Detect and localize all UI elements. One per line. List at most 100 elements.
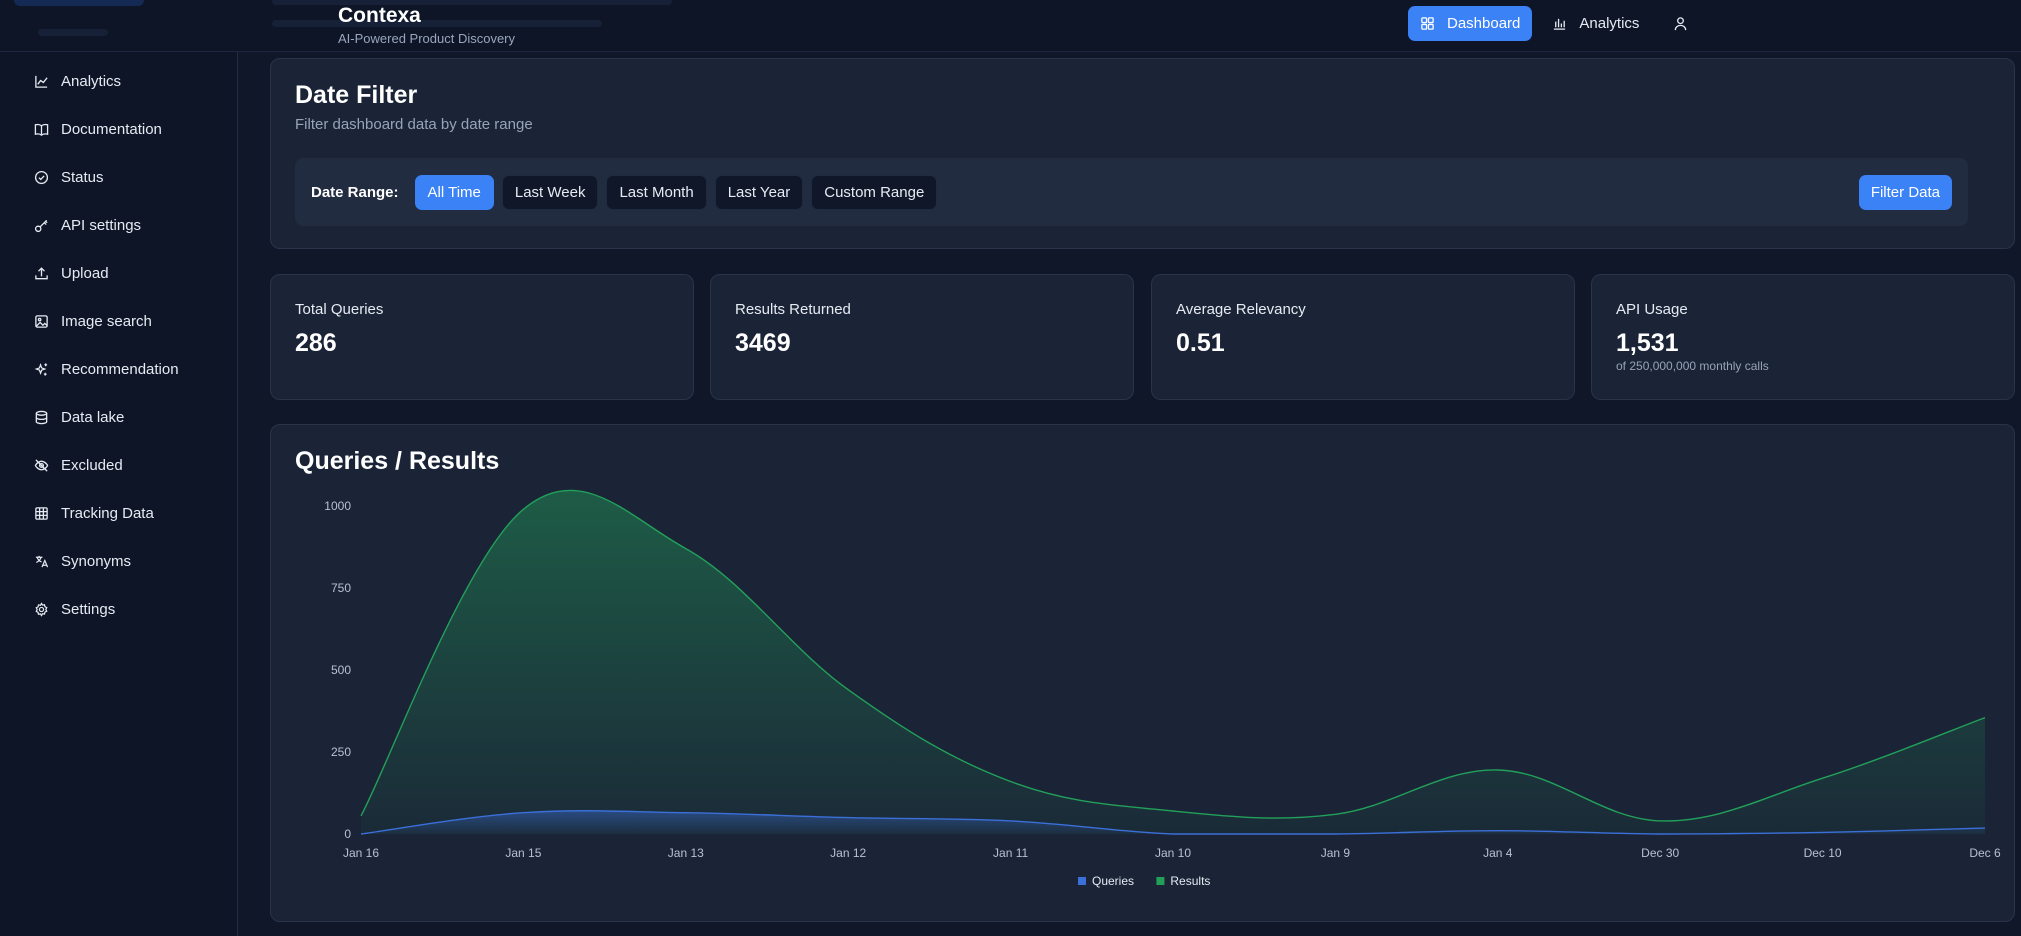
range-last-year-button[interactable]: Last Year [714, 174, 804, 210]
sidebar-item-api-settings[interactable]: API settings [22, 209, 222, 241]
stat-card-results-returned: Results Returned 3469 [710, 274, 1134, 400]
y-tick-label: 0 [344, 827, 351, 841]
sidebar-item-label: Recommendation [61, 360, 179, 378]
sidebar-item-tracking-data[interactable]: Tracking Data [22, 497, 222, 529]
sidebar-item-data-lake[interactable]: Data lake [22, 401, 222, 433]
sidebar-item-excluded[interactable]: Excluded [22, 449, 222, 481]
x-tick-label: Dec 10 [1804, 846, 1842, 860]
stat-value: 286 [295, 329, 337, 357]
queries-legend-label: Queries [1092, 874, 1134, 888]
range-all-time-button[interactable]: All Time [414, 174, 494, 210]
x-tick-label: Jan 11 [993, 846, 1028, 860]
user-menu-button[interactable] [1663, 6, 1698, 41]
x-tick-label: Dec 6 [1969, 846, 2001, 860]
image-icon [35, 314, 48, 328]
x-tick-label: Jan 4 [1483, 846, 1513, 860]
app-tagline: AI-Powered Product Discovery [338, 31, 516, 46]
table-icon [35, 506, 48, 520]
stat-value: 0.51 [1176, 329, 1225, 357]
grid-icon [1421, 17, 1434, 30]
stat-value: 3469 [735, 329, 791, 357]
sidebar-item-synonyms[interactable]: Synonyms [22, 545, 222, 577]
sidebar-item-label: Synonyms [61, 552, 132, 570]
nav-dashboard-label: Dashboard [1447, 15, 1521, 32]
sidebar-item-label: Analytics [61, 72, 122, 90]
queries-area [361, 810, 1985, 834]
upload-icon [35, 266, 48, 279]
date-range-label: Date Range: [311, 183, 399, 201]
sidebar-item-label: Excluded [61, 456, 123, 474]
sidebar-item-label: Status [61, 168, 104, 186]
y-tick-label: 1000 [324, 499, 351, 513]
sidebar-item-label: Tracking Data [61, 504, 154, 522]
gear-icon [35, 601, 48, 617]
scrolled-header-remnant [38, 29, 108, 36]
date-filter-title: Date Filter [295, 81, 418, 109]
stat-note: of 250,000,000 monthly calls [1616, 359, 1769, 373]
scrolled-header-remnant [272, 20, 602, 27]
sidebar-item-label: Image search [61, 312, 152, 330]
filter-data-button[interactable]: Filter Data [1858, 174, 1952, 210]
sidebar-item-image-search[interactable]: Image search [22, 305, 222, 337]
top-bar: Contexa AI-Powered Product Discovery Das… [0, 0, 2021, 52]
sidebar-item-upload[interactable]: Upload [22, 257, 222, 289]
stat-label: Average Relevancy [1176, 301, 1306, 318]
check-circle-icon [34, 170, 49, 184]
key-icon [34, 219, 48, 232]
stat-card-average-relevancy: Average Relevancy 0.51 [1151, 274, 1575, 400]
sidebar-item-status[interactable]: Status [22, 161, 222, 193]
scrolled-header-remnant [272, 0, 672, 5]
database-icon [35, 410, 48, 424]
sidebar-item-label: Data lake [61, 408, 125, 426]
nav-analytics-label: Analytics [1579, 15, 1640, 32]
x-tick-label: Jan 9 [1321, 846, 1351, 860]
app-name: Contexa [338, 4, 421, 27]
sidebar-item-documentation[interactable]: Documentation [22, 113, 222, 145]
range-custom-button[interactable]: Custom Range [811, 174, 938, 210]
x-tick-label: Jan 13 [668, 846, 704, 860]
results-legend-label: Results [1170, 874, 1210, 888]
y-tick-label: 500 [331, 663, 351, 677]
results-legend-swatch [1156, 877, 1165, 885]
y-tick-label: 750 [331, 581, 351, 595]
stat-card-api-usage: API Usage 1,531 of 250,000,000 monthly c… [1591, 274, 2015, 400]
queries-line [360, 810, 1986, 835]
translate-icon [35, 555, 49, 567]
chart-title: Queries / Results [295, 447, 500, 475]
book-icon [34, 123, 49, 136]
top-nav: Dashboard Analytics [1408, 6, 1698, 41]
range-last-month-button[interactable]: Last Month [606, 174, 707, 210]
bar-chart-icon [1554, 18, 1566, 30]
user-icon [1675, 17, 1687, 31]
results-line [360, 489, 1986, 822]
nav-dashboard-button[interactable]: Dashboard [1408, 6, 1533, 41]
sidebar: Analytics Documentation Status API setti… [0, 52, 238, 936]
queries-legend-swatch [1078, 877, 1086, 885]
sidebar-item-label: API settings [61, 216, 142, 234]
stat-value: 1,531 [1616, 329, 1679, 357]
sparkles-icon [34, 362, 48, 376]
line-chart-icon [35, 75, 48, 88]
queries-results-chart: 0 250 500 750 1000 Jan 16 Jan 15 Jan 13 Jan 12 Ja… [324, 489, 2001, 888]
stat-card-total-queries: Total Queries 286 [270, 274, 694, 400]
stat-label: Results Returned [735, 301, 851, 318]
eye-off-icon [34, 458, 49, 472]
x-tick-label: Jan 16 [343, 846, 379, 860]
range-last-week-button[interactable]: Last Week [501, 174, 599, 210]
scrolled-header-remnant [14, 0, 144, 6]
date-range-bar: Date Range: All Time Last Week Last Mont… [295, 158, 1968, 226]
sidebar-item-label: Settings [61, 600, 116, 618]
sidebar-item-analytics[interactable]: Analytics [22, 65, 222, 97]
date-filter-panel: Date Filter Filter dashboard data by dat… [270, 58, 2015, 249]
queries-results-chart-panel: Queries / Results 0 250 500 750 1000 Jan 16 Ja… [270, 424, 2015, 922]
sidebar-item-recommendation[interactable]: Recommendation [22, 353, 222, 385]
x-tick-label: Jan 12 [830, 846, 866, 860]
brand[interactable]: Contexa AI-Powered Product Discovery [338, 4, 515, 46]
sidebar-item-settings[interactable]: Settings [22, 593, 222, 625]
stat-label: Total Queries [295, 301, 384, 318]
x-tick-label: Jan 15 [505, 846, 541, 860]
stat-label: API Usage [1616, 301, 1688, 318]
y-tick-label: 250 [331, 745, 351, 759]
nav-analytics-button[interactable]: Analytics [1540, 6, 1651, 41]
sidebar-item-label: Upload [61, 264, 109, 282]
